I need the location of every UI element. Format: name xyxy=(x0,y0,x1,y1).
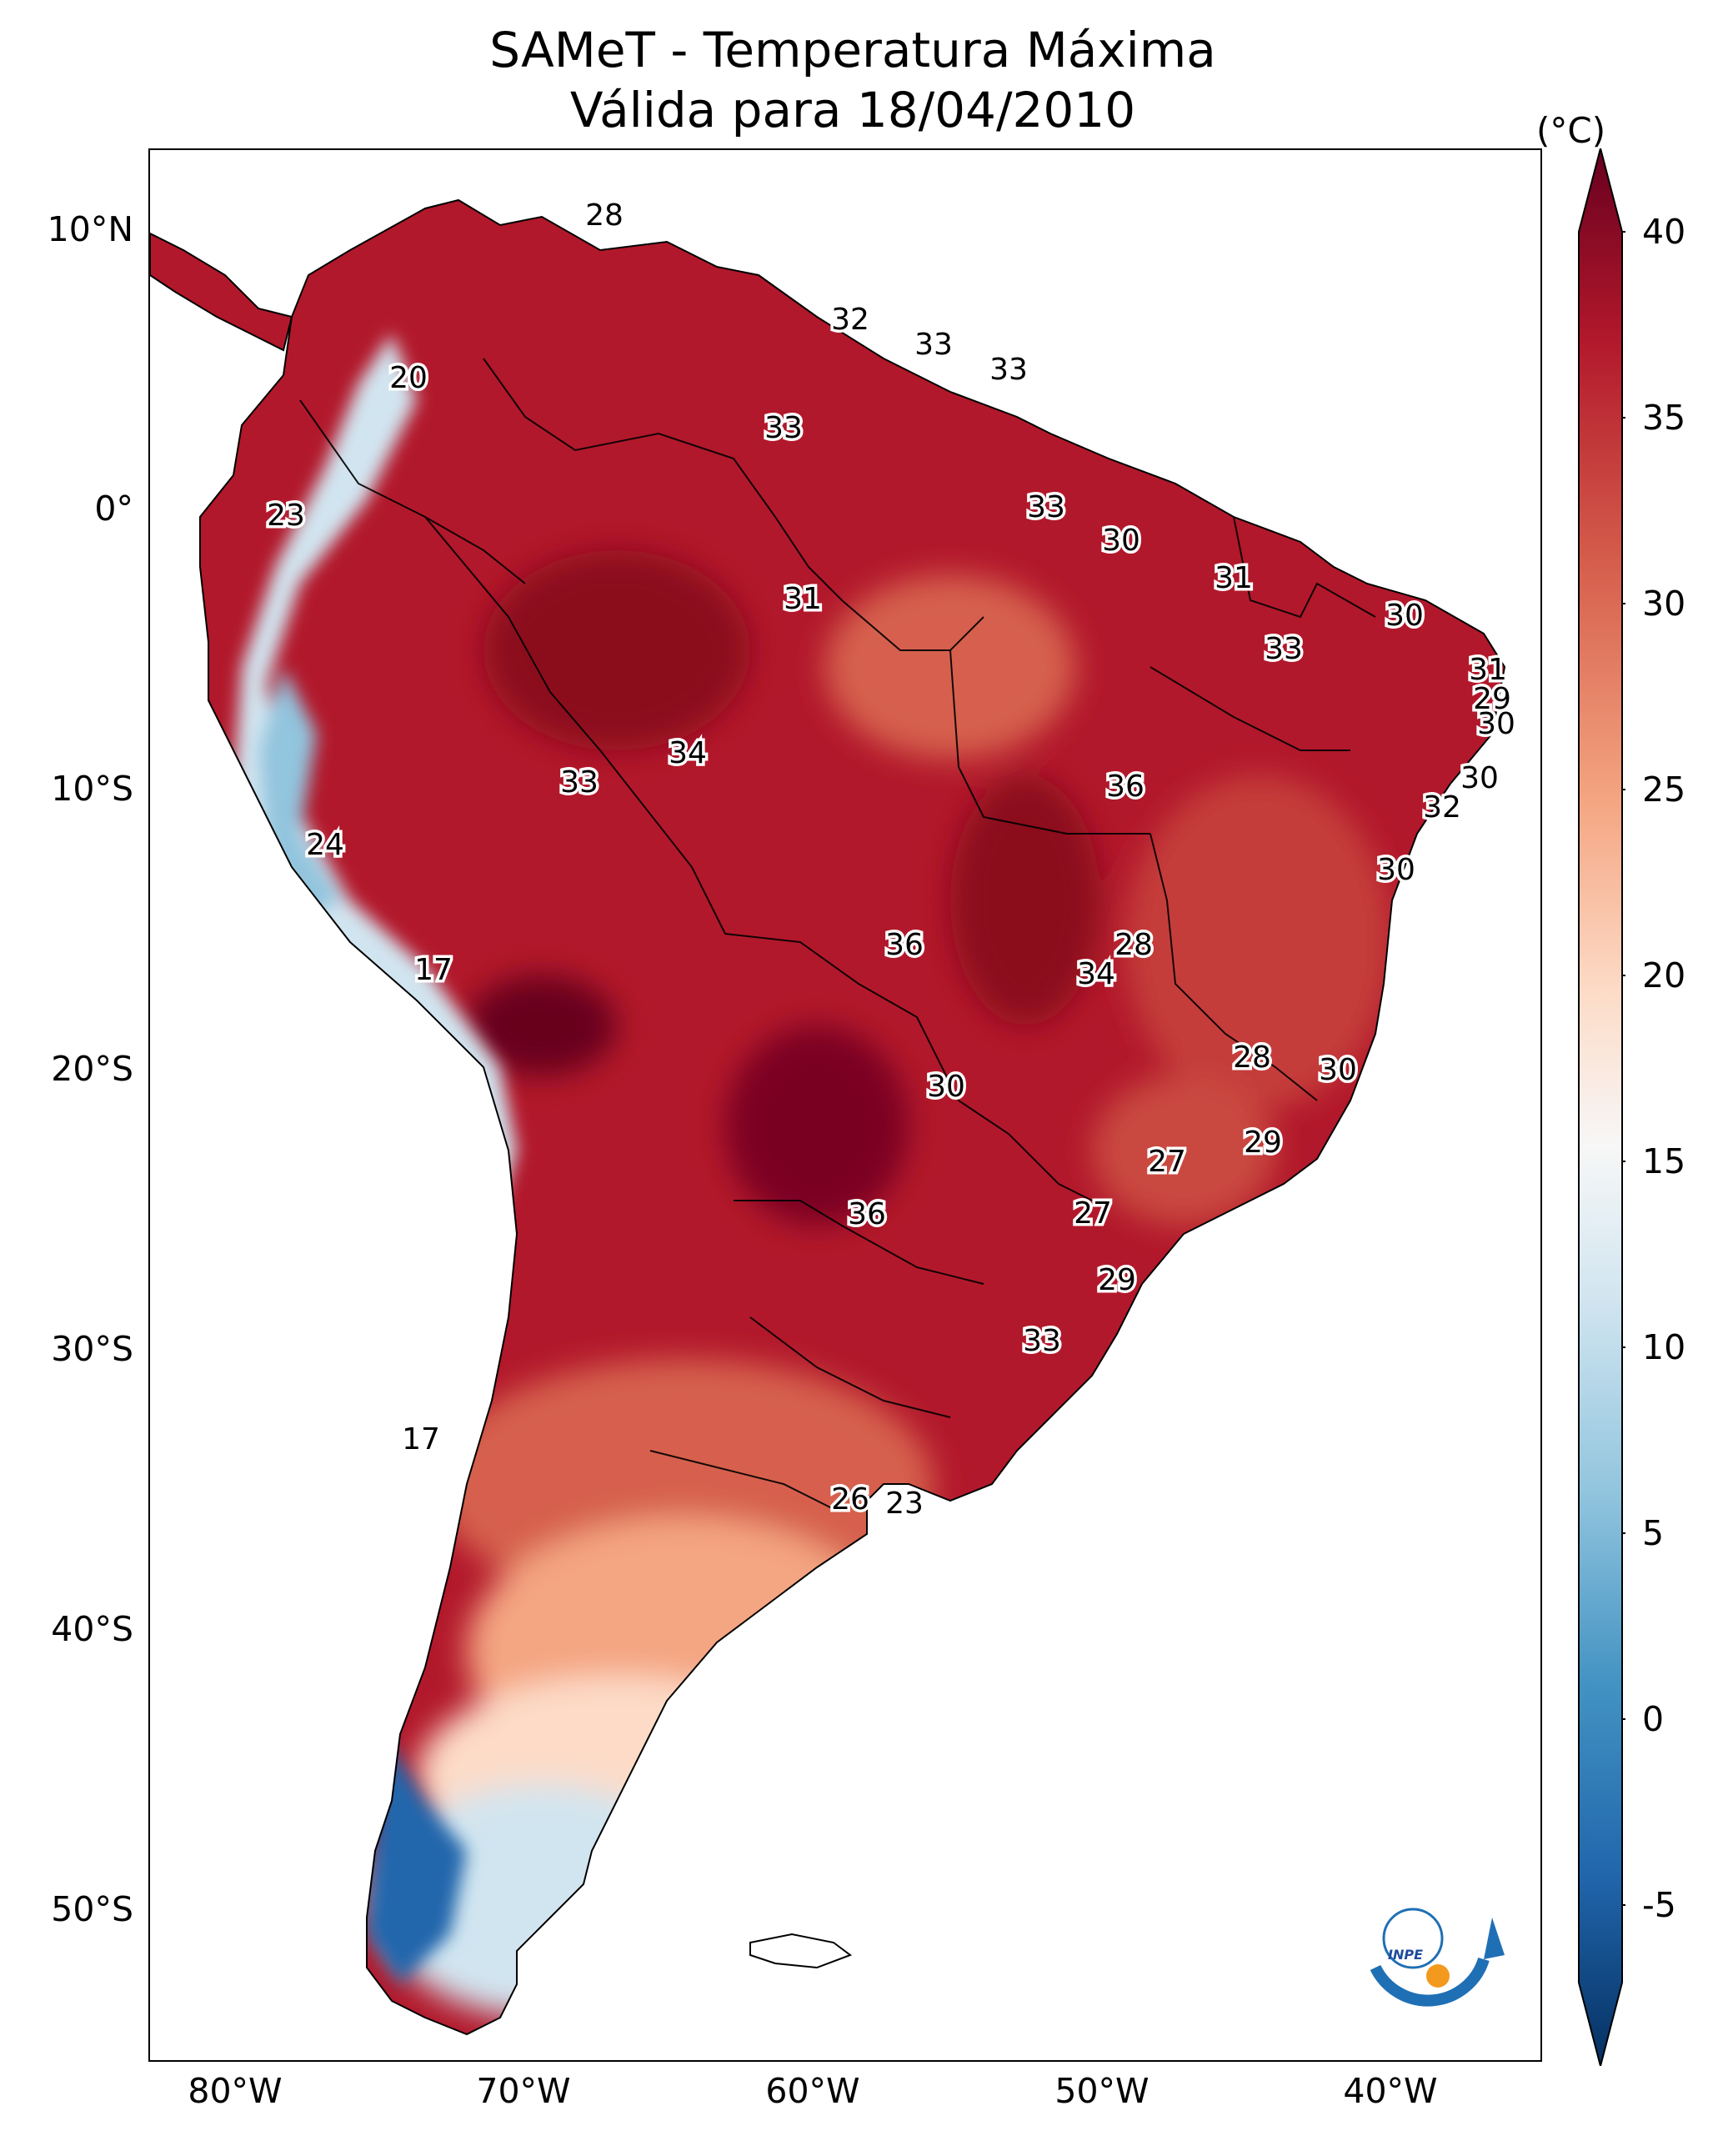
isotherm-label: 31 xyxy=(1215,561,1253,595)
isotherm-label: 30 xyxy=(1377,853,1415,887)
isotherm-label: 26 xyxy=(831,1482,869,1517)
isotherm-label: 23 xyxy=(267,499,305,533)
logo-text: INPE xyxy=(1388,1947,1423,1963)
isotherm-label: 36 xyxy=(848,1197,886,1231)
isotherm-label: 27 xyxy=(1074,1196,1112,1231)
isotherm-label: 36 xyxy=(1106,770,1144,804)
isotherm-label: 30 xyxy=(1102,524,1140,558)
lon-label-50w: 50°W xyxy=(1054,2071,1150,2111)
isotherm-label: 32 xyxy=(1423,790,1461,825)
colorbar-tick-label: 5 xyxy=(1642,1513,1665,1553)
isotherm-label: 34 xyxy=(1077,957,1115,991)
lat-label-10n: 10°N xyxy=(47,209,133,249)
falkland-islands xyxy=(749,1933,853,1969)
colorbar-tick-label: 15 xyxy=(1642,1141,1686,1181)
isotherm-label: 28 xyxy=(1233,1040,1271,1075)
isotherm-label: 23 xyxy=(885,1487,924,1521)
isotherm-label: 29 xyxy=(1473,682,1511,716)
coastline xyxy=(199,198,1506,2036)
isotherm-label: 33 xyxy=(1023,1324,1061,1358)
map-frame: 28 32 33 33 20 33 23 33 30 31 31 30 33 31 29 30 34 33 36 30… xyxy=(148,148,1542,2062)
isotherm-label: 17 xyxy=(402,1422,440,1457)
isotherm-label: 34 xyxy=(669,736,707,770)
isotherm-label: 36 xyxy=(885,928,924,962)
isotherm-label: 24 xyxy=(306,828,344,862)
lat-label-20s: 20°S xyxy=(51,1049,133,1089)
land-temperature-field xyxy=(200,200,1505,2034)
lon-label-80w: 80°W xyxy=(188,2071,283,2111)
colorbar-tick-label: 0 xyxy=(1642,1699,1665,1739)
title-line-1: SAMeT - Temperatura Máxima xyxy=(489,22,1216,78)
colorbar-tick-label: 25 xyxy=(1642,770,1686,810)
isotherm-label: 33 xyxy=(914,328,953,362)
colorbar-body xyxy=(1578,148,1623,2066)
isotherm-label: 33 xyxy=(764,411,803,445)
isotherm-label: 32 xyxy=(831,303,869,337)
isotherm-label: 30 xyxy=(1460,761,1499,795)
isotherm-label: 28 xyxy=(1114,928,1153,962)
lat-label-10s: 10°S xyxy=(51,769,133,809)
colorbar-tick-label: 20 xyxy=(1642,955,1686,995)
lon-label-70w: 70°W xyxy=(476,2071,571,2111)
isotherm-label: 29 xyxy=(1244,1126,1282,1160)
colorbar-tick-label: 40 xyxy=(1642,212,1686,252)
isotherm-label: 17 xyxy=(414,953,453,987)
lon-label-60w: 60°W xyxy=(765,2071,860,2111)
isotherm-label: 29 xyxy=(1098,1263,1136,1297)
isotherm-label: 33 xyxy=(1027,490,1065,524)
colorbar xyxy=(1578,148,1625,2066)
isotherm-label: 33 xyxy=(1265,632,1303,666)
lat-label-50s: 50°S xyxy=(51,1889,133,1929)
isotherm-label: 33 xyxy=(560,765,599,800)
lat-label-30s: 30°S xyxy=(51,1329,133,1369)
isotherm-label: 30 xyxy=(927,1070,965,1104)
lat-label-40s: 40°S xyxy=(51,1609,133,1649)
lat-label-0: 0° xyxy=(94,489,133,529)
isotherm-label: 30 xyxy=(1385,599,1424,633)
colorbar-tick-label: 30 xyxy=(1642,584,1686,624)
country-borders xyxy=(299,358,1376,1510)
colorbar-unit: (°C) xyxy=(1536,110,1606,151)
central-america xyxy=(150,232,293,352)
isotherm-label: 27 xyxy=(1148,1145,1186,1179)
colorbar-tick-label: 10 xyxy=(1642,1327,1686,1367)
isotherm-label: 31 xyxy=(1469,653,1507,687)
title-line-2: Válida para 18/04/2010 xyxy=(569,82,1136,138)
isotherm-label: 33 xyxy=(989,353,1028,387)
isotherm-label: 31 xyxy=(784,582,822,616)
map-title: SAMeT - Temperatura Máxima Válida para 1… xyxy=(148,20,1557,140)
isotherm-label: 28 xyxy=(585,198,624,233)
isotherm-label: 30 xyxy=(1319,1053,1357,1087)
inpe-logo-icon: INPE xyxy=(1370,1908,1505,2007)
colorbar-tick-label: 35 xyxy=(1642,398,1686,438)
isotherm-label: 20 xyxy=(389,361,428,395)
lon-label-40w: 40°W xyxy=(1343,2071,1438,2111)
isotherm-label: 30 xyxy=(1477,707,1515,741)
colorbar-tick-label: -5 xyxy=(1642,1885,1676,1925)
